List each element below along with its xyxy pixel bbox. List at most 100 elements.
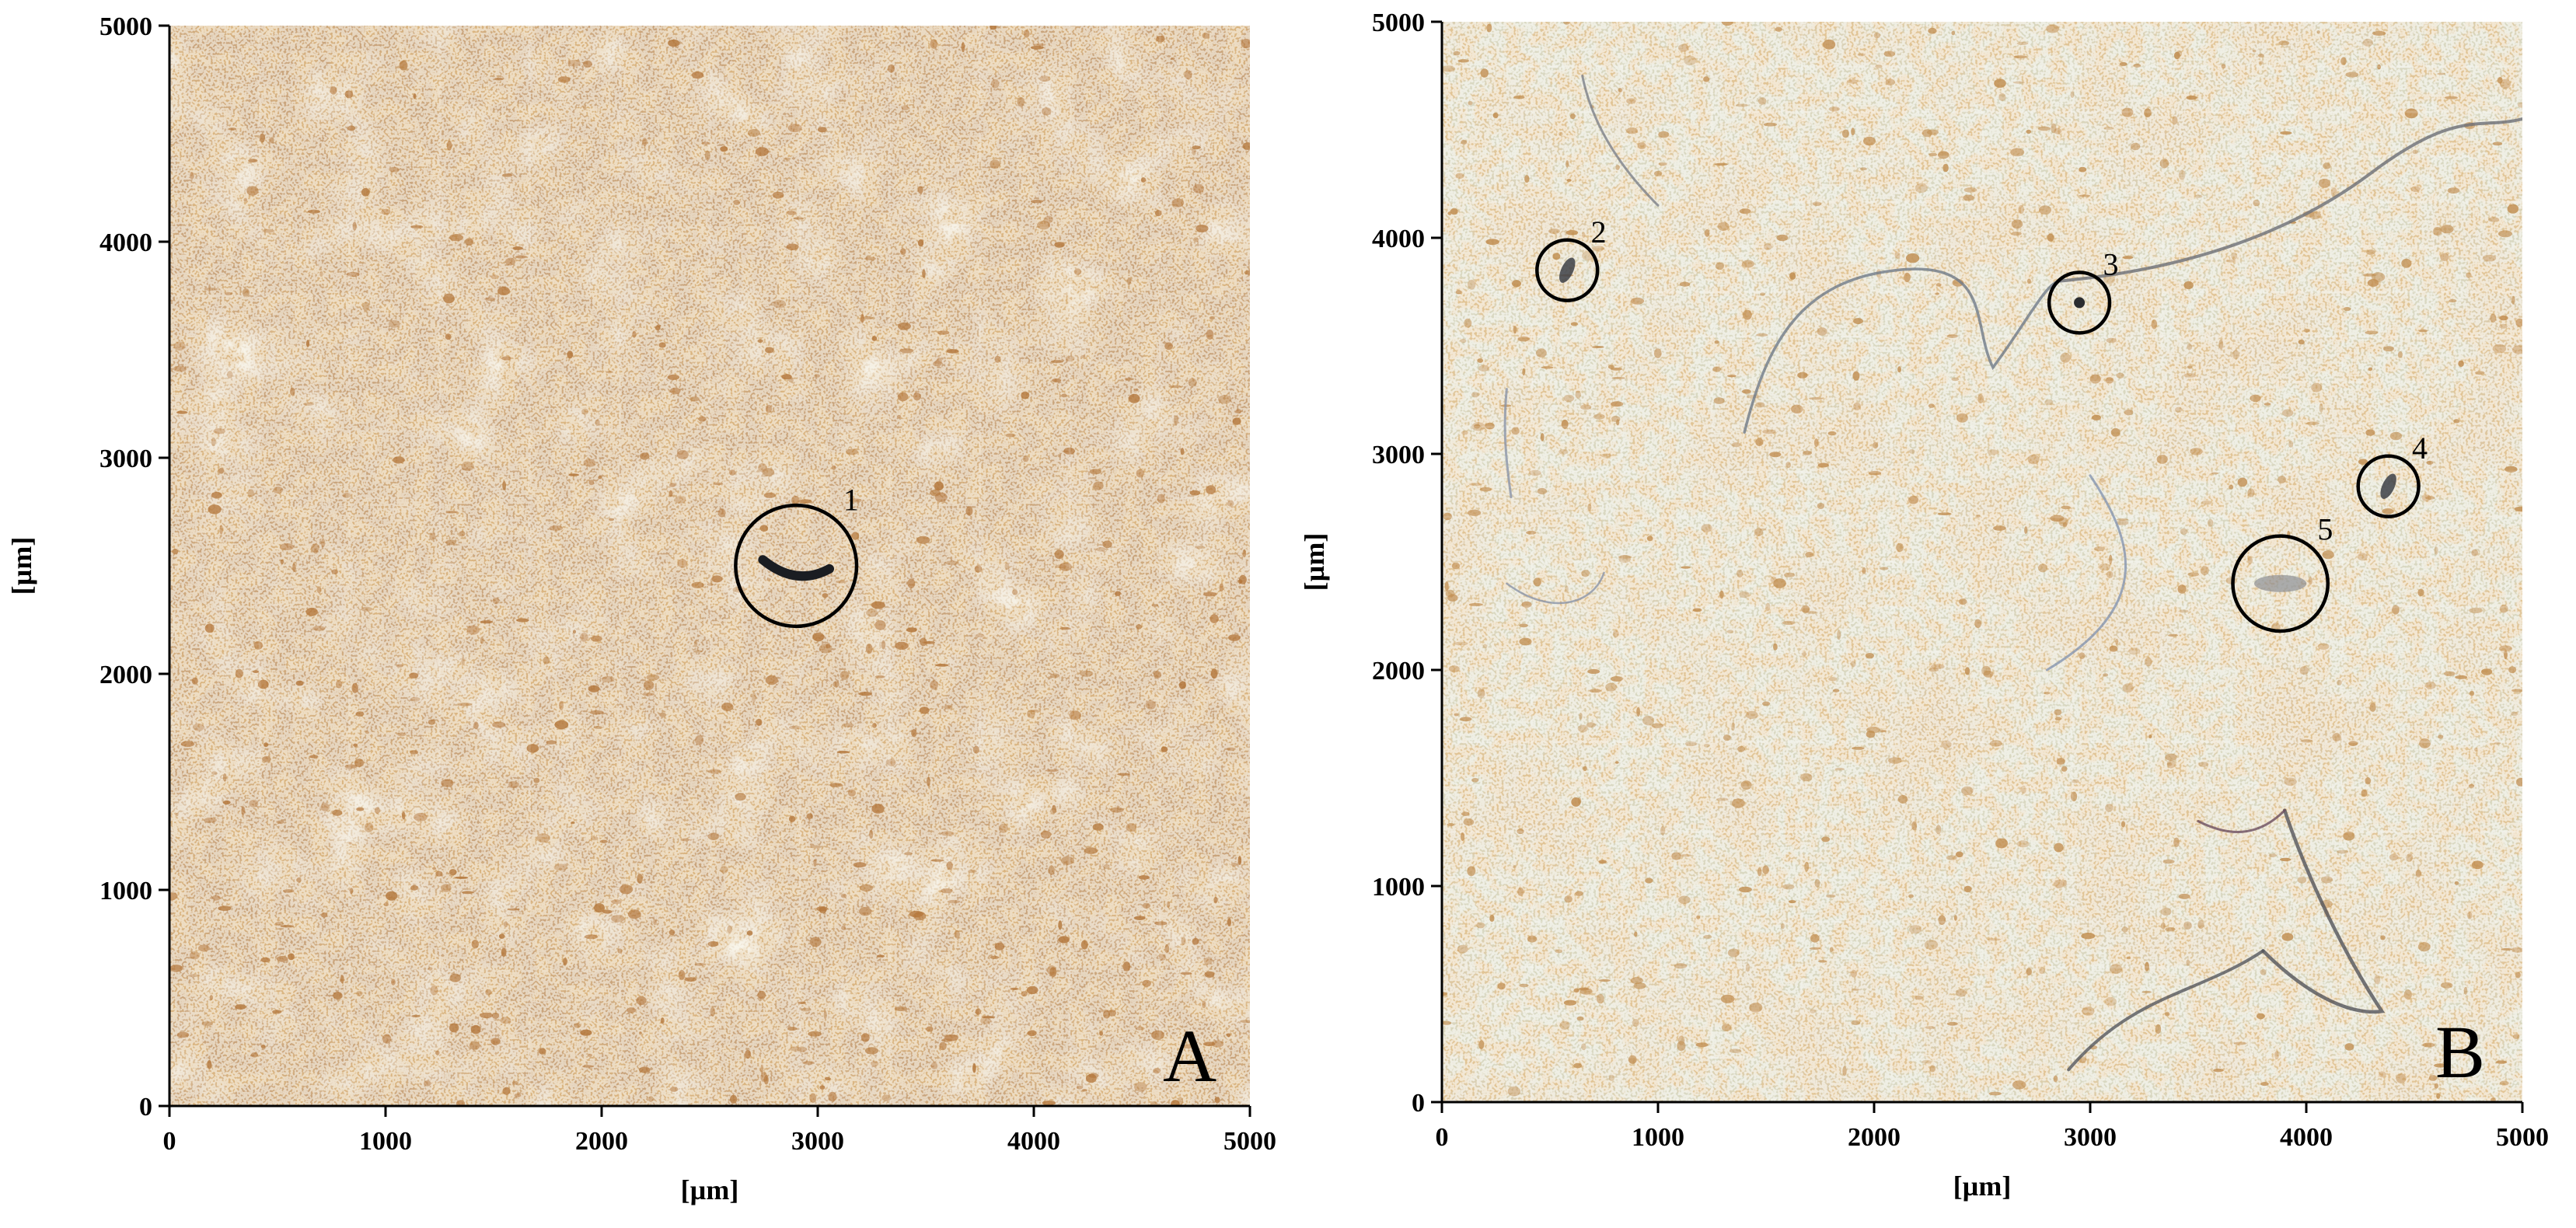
speckle: [711, 575, 723, 583]
speckle: [272, 1010, 282, 1014]
speckle: [1974, 619, 1981, 628]
speckle: [1851, 127, 1855, 136]
speckle: [1863, 136, 1876, 146]
speckle: [389, 166, 400, 173]
speckle: [1618, 555, 1632, 563]
speckle: [759, 525, 769, 532]
speckle: [667, 374, 680, 380]
speckle: [1583, 766, 1587, 771]
speckle: [1817, 503, 1825, 509]
speckle: [895, 641, 909, 650]
speckle: [2497, 77, 2503, 84]
speckle: [2418, 329, 2428, 333]
speckle: [693, 640, 698, 647]
speckle: [536, 833, 550, 843]
speckle: [332, 809, 343, 816]
speckle: [1559, 449, 1569, 455]
speckle: [461, 461, 474, 472]
speckle: [1611, 401, 1624, 407]
speckle: [312, 626, 326, 631]
speckle: [330, 86, 337, 95]
speckle: [1063, 447, 1075, 455]
speckle: [543, 656, 550, 665]
speckle: [428, 967, 433, 971]
speckle: [2256, 1013, 2265, 1020]
speckle: [1203, 957, 1213, 965]
speckle: [735, 793, 746, 801]
speckle: [920, 637, 927, 647]
speckle: [937, 357, 942, 365]
speckle: [2332, 733, 2341, 741]
speckle: [757, 990, 766, 999]
speckle: [1096, 546, 1106, 552]
speckle: [1027, 1030, 1037, 1037]
speckle: [1784, 572, 1796, 577]
speckle: [1765, 602, 1771, 612]
speckle: [1178, 681, 1186, 689]
speckle: [1846, 79, 1859, 84]
speckle: [2330, 187, 2337, 198]
speckle: [2128, 647, 2141, 655]
speckle: [1442, 992, 1447, 996]
speckle: [975, 633, 985, 638]
speckle: [1023, 30, 1030, 38]
speckle: [611, 915, 625, 923]
speckle: [1653, 348, 1662, 358]
speckle: [1450, 208, 1459, 215]
speckle: [863, 316, 874, 319]
speckle: [2510, 711, 2518, 716]
speckle: [2070, 91, 2075, 98]
speckle: [1098, 1010, 1112, 1013]
speckle: [1852, 746, 1865, 750]
speckle: [1908, 925, 1922, 934]
speckle: [947, 899, 961, 904]
speckle: [1142, 979, 1151, 987]
speckle: [1596, 993, 1604, 1004]
speckle: [1773, 643, 1778, 651]
speckle: [646, 674, 660, 681]
speckle: [1570, 113, 1576, 120]
speckle: [1103, 863, 1110, 870]
speckle: [1563, 999, 1577, 1006]
speckle: [2401, 258, 2412, 268]
speckle: [1049, 673, 1060, 679]
speckle: [2145, 961, 2149, 972]
speckle: [717, 508, 726, 518]
speckle: [698, 416, 707, 422]
speckle: [2467, 911, 2473, 919]
speckle: [2070, 791, 2078, 802]
speckle: [1158, 954, 1167, 961]
speckle: [825, 1076, 831, 1081]
speckle: [1527, 935, 1538, 943]
speckle: [2011, 231, 2022, 236]
speckle: [669, 483, 676, 487]
speckle: [1671, 852, 1681, 860]
speckle: [2511, 947, 2522, 953]
speckle: [2434, 1063, 2448, 1068]
speckle: [1951, 30, 1956, 36]
speckle: [1827, 431, 1837, 436]
speckle: [1764, 243, 1772, 250]
speckle: [1850, 661, 1856, 668]
speckle: [516, 618, 529, 623]
speckle: [788, 378, 794, 383]
speckle: [2305, 421, 2319, 425]
speckle: [333, 992, 343, 999]
speckle: [1052, 804, 1056, 814]
speckle: [894, 1006, 908, 1012]
speckle: [1715, 262, 1724, 270]
speckle: [1150, 1101, 1158, 1106]
speckle: [1615, 164, 1620, 170]
y-tick-label: 5000: [1372, 9, 1425, 37]
speckle: [352, 222, 357, 231]
speckle: [1140, 177, 1147, 183]
speckle: [2141, 990, 2152, 993]
speckle: [2079, 166, 2087, 173]
speckle: [2382, 508, 2394, 515]
speckle: [1471, 777, 1479, 783]
speckle: [860, 313, 864, 323]
speckle: [990, 955, 1000, 959]
speckle: [319, 270, 323, 277]
speckle: [2166, 760, 2176, 769]
speckle: [449, 234, 463, 242]
